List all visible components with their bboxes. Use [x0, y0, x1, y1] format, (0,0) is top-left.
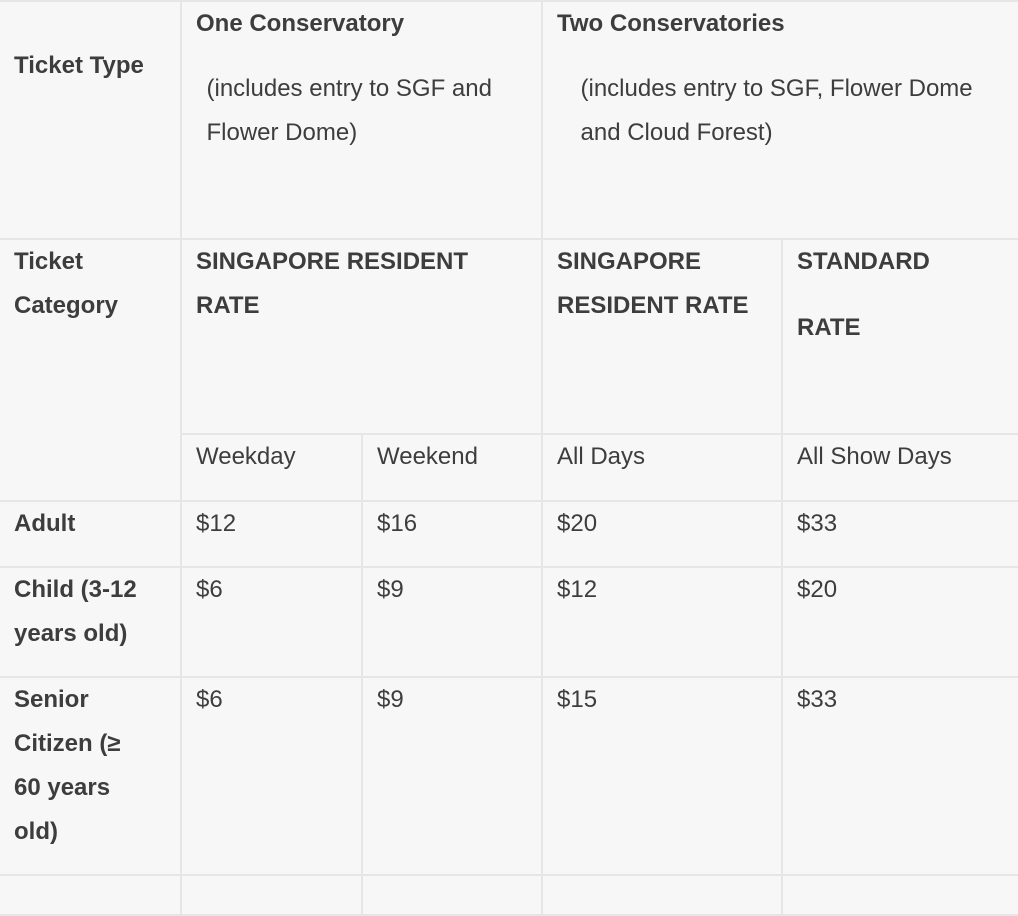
- empty-cell: [781, 874, 1018, 916]
- two-conservatories-resident-rate-label: SINGAPORE RESIDENT RATE: [557, 248, 749, 319]
- ticket-category-header-cell: Ticket Category: [0, 238, 182, 502]
- senior-category-label: Senior Citizen (≥ 60 years old): [14, 686, 121, 845]
- two-conservatories-resident-rate-cell: SINGAPORE RESIDENT RATE: [541, 238, 783, 435]
- one-conservatory-resident-rate-label: SINGAPORE RESIDENT RATE: [196, 248, 469, 319]
- one-conservatory-subtitle: (includes entry to SGF and Flower Dome): [206, 75, 492, 146]
- ticket-type-header-cell: Ticket Type: [0, 0, 182, 240]
- price-adult-weekday: $12: [180, 500, 363, 568]
- price-adult-weekend: $16: [361, 500, 543, 568]
- senior-category-cell: Senior Citizen (≥ 60 years old): [0, 676, 182, 876]
- price-adult-all-show-days: $33: [781, 500, 1018, 568]
- price-senior-weekday: $6: [180, 676, 363, 876]
- ticket-category-label: Ticket Category: [14, 248, 119, 319]
- two-conservatories-header-cell: Two Conservatories (includes entry to SG…: [541, 0, 1018, 240]
- standard-rate-label-line2: RATE: [797, 314, 861, 341]
- price-adult-all-days: $20: [541, 500, 783, 568]
- table-row-clipped: [0, 874, 1018, 916]
- standard-rate-label-line1: STANDARD: [797, 248, 930, 275]
- period-header-weekday: Weekday: [180, 433, 363, 502]
- two-conservatories-subtitle: (includes entry to SGF, Flower Dome and …: [580, 75, 973, 146]
- adult-category-label: Adult: [14, 510, 76, 537]
- table-row-adult: Adult $12 $16 $20 $33: [0, 500, 1018, 568]
- child-category-cell: Child (3-12 years old): [0, 566, 182, 678]
- period-header-all-show-days: All Show Days: [781, 433, 1018, 502]
- child-category-label: Child (3-12 years old): [14, 576, 137, 647]
- price-child-weekday: $6: [180, 566, 363, 678]
- empty-cell: [541, 874, 783, 916]
- two-conservatories-title: Two Conservatories: [557, 10, 785, 37]
- table-row-period-headers: Weekday Weekend All Days All Show Days: [0, 433, 1018, 502]
- price-senior-weekend: $9: [361, 676, 543, 876]
- price-senior-all-show-days: $33: [781, 676, 1018, 876]
- empty-cell: [361, 874, 543, 916]
- empty-cell: [180, 874, 363, 916]
- empty-cell: [0, 874, 182, 916]
- price-child-all-show-days: $20: [781, 566, 1018, 678]
- table-row-rate-headers: Ticket Category SINGAPORE RESIDENT RATE …: [0, 238, 1018, 502]
- table-row-child: Child (3-12 years old) $6 $9 $12 $20: [0, 566, 1018, 678]
- one-conservatory-resident-rate-cell: SINGAPORE RESIDENT RATE: [180, 238, 543, 435]
- price-child-all-days: $12: [541, 566, 783, 678]
- price-child-weekend: $9: [361, 566, 543, 678]
- standard-rate-cell: STANDARD RATE: [781, 238, 1018, 435]
- table-row-senior-citizen: Senior Citizen (≥ 60 years old) $6 $9 $1…: [0, 676, 1018, 876]
- period-header-weekend: Weekend: [361, 433, 543, 502]
- one-conservatory-title: One Conservatory: [196, 10, 405, 37]
- ticket-type-label: Ticket Type: [14, 52, 144, 79]
- table-row-ticket-type: Ticket Type One Conservatory (includes e…: [0, 0, 1018, 240]
- adult-category-cell: Adult: [0, 500, 182, 568]
- period-header-all-days: All Days: [541, 433, 783, 502]
- one-conservatory-header-cell: One Conservatory (includes entry to SGF …: [180, 0, 543, 240]
- price-senior-all-days: $15: [541, 676, 783, 876]
